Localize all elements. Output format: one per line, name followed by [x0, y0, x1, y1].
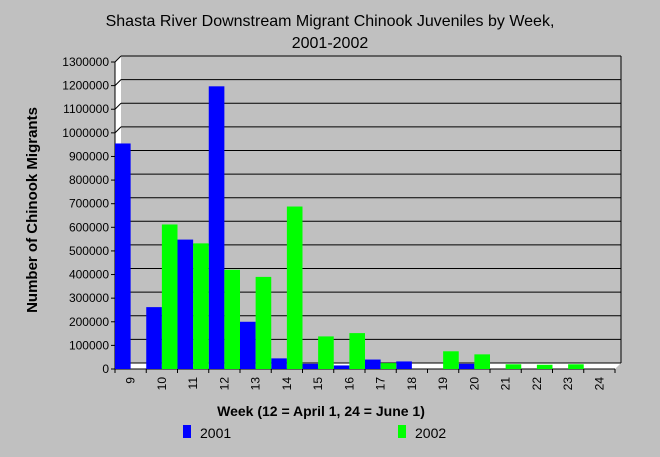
gridline-depth — [114, 79, 122, 86]
x-tick-label: 19 — [436, 377, 450, 391]
chart-title: Shasta River Downstream Migrant Chinook … — [105, 13, 555, 30]
x-tick-label: 9 — [124, 377, 138, 384]
bar-2002-week-19 — [443, 351, 459, 369]
bar-2002-week-15 — [318, 336, 334, 369]
y-tick-label: 500000 — [69, 244, 109, 258]
gridline-depth — [114, 55, 122, 63]
y-tick-label: 1000000 — [62, 126, 109, 140]
bar-2001-week-17 — [365, 359, 381, 369]
bar-2002-week-23 — [568, 364, 584, 369]
bar-2001-week-9 — [115, 143, 131, 369]
y-tick-label: 1300000 — [62, 55, 109, 69]
y-tick-label: 1200000 — [62, 79, 109, 93]
gridline-depth — [114, 126, 122, 134]
x-tick-label: 16 — [342, 377, 356, 391]
x-tick-label: 24 — [592, 377, 606, 391]
legend-swatch-2002 — [398, 425, 406, 438]
y-tick-label: 200000 — [69, 315, 109, 329]
bar-2001-week-16 — [333, 365, 350, 369]
x-tick-label: 10 — [155, 377, 169, 391]
bar-2002-week-22 — [536, 364, 553, 369]
x-tick-label: 17 — [374, 377, 388, 391]
bar-2001-week-10 — [146, 307, 162, 369]
x-tick-label: 18 — [405, 377, 419, 391]
legend-label-2001: 2001 — [200, 425, 231, 441]
chart-title-line2: 2001-2002 — [291, 35, 369, 52]
x-tick-label: 13 — [249, 377, 263, 391]
bar-2002-week-16 — [349, 333, 365, 369]
gridline-depth — [114, 102, 122, 110]
x-tick-label: 23 — [561, 377, 575, 391]
bar-2002-week-13 — [255, 276, 272, 369]
bar-2001-week-11 — [177, 239, 194, 369]
y-tick-label: 600000 — [69, 220, 109, 234]
y-axis-label: Number of Chinook Migrants — [24, 107, 41, 313]
x-axis-label: Week (12 = April 1, 24 = June 1) — [217, 403, 425, 419]
x-tick-label: 14 — [280, 377, 294, 391]
y-tick-label: 300000 — [69, 291, 109, 305]
bar-2001-week-13 — [240, 321, 256, 369]
bar-2002-week-12 — [224, 269, 240, 369]
y-tick-label: 900000 — [69, 149, 109, 163]
bar-2002-week-14 — [286, 206, 303, 369]
x-tick-label: 15 — [311, 377, 325, 391]
y-tick-label: 0 — [102, 362, 109, 376]
bar-2002-week-11 — [193, 243, 209, 369]
legend-swatch-2001 — [183, 425, 191, 438]
y-tick-label: 1100000 — [63, 102, 109, 116]
bar-2001-week-14 — [271, 358, 287, 369]
x-tick-label: 20 — [467, 377, 481, 391]
bar-2001-week-12 — [208, 86, 225, 369]
y-tick-label: 800000 — [69, 173, 109, 187]
y-tick-label: 100000 — [69, 338, 109, 352]
y-tick-label: 700000 — [69, 197, 109, 211]
x-tick-label: 12 — [217, 377, 231, 391]
x-tick-label: 22 — [530, 377, 544, 391]
bar-2001-week-15 — [302, 363, 319, 369]
bar-2002-week-21 — [505, 364, 522, 369]
legend-label-2002: 2002 — [415, 425, 446, 441]
bar-2002-week-10 — [161, 224, 178, 369]
bar-2002-week-17 — [380, 363, 397, 369]
x-tick-label: 11 — [186, 377, 200, 390]
x-tick-label: 21 — [499, 377, 513, 391]
bar-2001-week-18 — [396, 361, 412, 369]
bar-2001-week-20 — [458, 363, 475, 369]
y-tick-label: 400000 — [69, 268, 109, 282]
bar-2002-week-20 — [474, 354, 490, 369]
